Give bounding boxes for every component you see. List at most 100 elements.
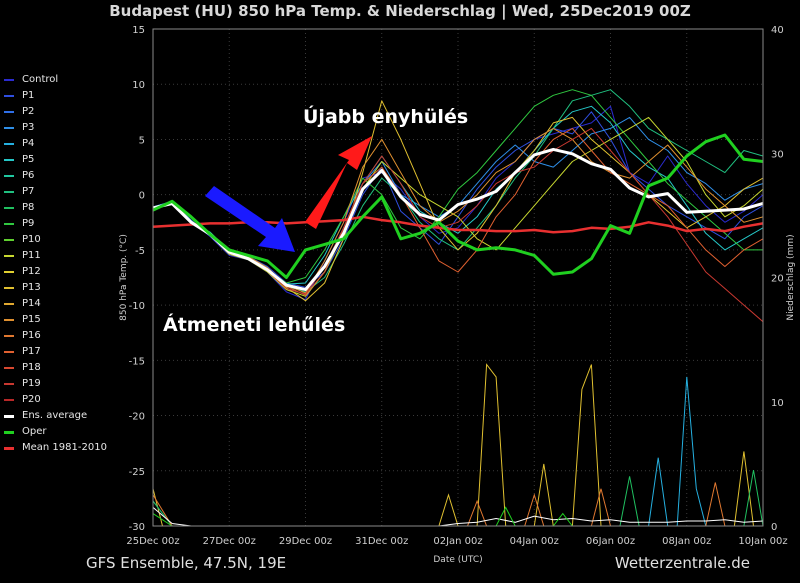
legend-label: Oper bbox=[22, 426, 47, 437]
y-tick-label: 10 bbox=[132, 80, 145, 91]
legend-label: P18 bbox=[22, 362, 41, 373]
legend-label: P17 bbox=[22, 346, 41, 357]
legend-label: P1 bbox=[22, 90, 35, 101]
legend-item: P3 bbox=[4, 120, 107, 136]
legend-item: P9 bbox=[4, 216, 107, 232]
x-tick-label: 25Dec 00z bbox=[126, 536, 179, 547]
legend-swatch bbox=[4, 255, 14, 257]
y-tick-label: -5 bbox=[135, 246, 145, 257]
legend-label: P20 bbox=[22, 394, 41, 405]
legend-swatch bbox=[4, 414, 14, 418]
legend-label: P9 bbox=[22, 218, 35, 229]
grid-layer bbox=[152, 28, 764, 527]
y-tick-label: 5 bbox=[139, 135, 145, 146]
legend-swatch bbox=[4, 335, 14, 337]
legend-swatch bbox=[4, 239, 14, 241]
annotation-warming: Újabb enyhülés bbox=[303, 104, 468, 128]
source-label: Wetterzentrale.de bbox=[614, 554, 750, 572]
legend-label: P12 bbox=[22, 266, 41, 277]
legend-swatch bbox=[4, 399, 14, 401]
legend-label: Mean 1981-2010 bbox=[22, 442, 107, 453]
y2-tick-label: 10 bbox=[771, 398, 784, 409]
axis-layer: 15 10 5 0 -5 -10 -15 -20 -25 -30 40 30 20 10 0 25Dec 00… bbox=[119, 25, 796, 565]
y-axis-label: 850 hPa Temp. (°C) bbox=[119, 234, 129, 321]
y2-tick-label: 20 bbox=[771, 274, 784, 285]
red-arrow-icon bbox=[305, 136, 372, 229]
legend-item: P2 bbox=[4, 104, 107, 120]
blue-arrow-icon bbox=[205, 186, 295, 252]
x-tick-label: 27Dec 00z bbox=[203, 536, 256, 547]
legend-label: P4 bbox=[22, 138, 35, 149]
legend-label: P13 bbox=[22, 282, 41, 293]
series-line-control bbox=[152, 105, 764, 301]
legend-item: P4 bbox=[4, 136, 107, 152]
y-tick-label: -15 bbox=[129, 356, 145, 367]
legend-label: Ens. average bbox=[22, 410, 88, 421]
y-tick-label: -25 bbox=[129, 467, 145, 478]
series-line-oper bbox=[152, 133, 764, 279]
x-tick-label: 10Jan 00z bbox=[738, 536, 787, 547]
x-tick-label: 29Dec 00z bbox=[279, 536, 332, 547]
precip-line-p4 bbox=[152, 376, 763, 527]
legend-item: Mean 1981-2010 bbox=[4, 440, 107, 456]
y-tick-label: 15 bbox=[132, 25, 145, 36]
x-axis-label: Date (UTC) bbox=[433, 555, 482, 565]
legend-label: P6 bbox=[22, 170, 35, 181]
legend-label: P14 bbox=[22, 298, 41, 309]
legend-item: P6 bbox=[4, 168, 107, 184]
legend-label: P2 bbox=[22, 106, 35, 117]
legend-swatch bbox=[4, 95, 14, 97]
legend-item: P19 bbox=[4, 376, 107, 392]
legend-item: P20 bbox=[4, 392, 107, 408]
legend-label: P19 bbox=[22, 378, 41, 389]
x-tick-label: 06Jan 00z bbox=[586, 536, 635, 547]
legend-swatch bbox=[4, 271, 14, 273]
legend-swatch bbox=[4, 303, 14, 305]
plot-frame bbox=[152, 28, 764, 527]
precip-line-ens-average bbox=[152, 507, 764, 527]
legend-label: P5 bbox=[22, 154, 35, 165]
legend-item: P15 bbox=[4, 312, 107, 328]
legend-item: Ens. average bbox=[4, 408, 107, 424]
y-tick-label: -10 bbox=[129, 301, 145, 312]
legend-swatch bbox=[4, 319, 14, 321]
legend-label: Control bbox=[22, 74, 59, 85]
legend-label: P8 bbox=[22, 202, 35, 213]
legend-swatch bbox=[4, 430, 14, 434]
legend-swatch bbox=[4, 79, 14, 81]
x-tick-label: 04Jan 00z bbox=[510, 536, 559, 547]
annotation-cooling: Átmeneti lehűlés bbox=[163, 313, 345, 336]
legend-swatch bbox=[4, 383, 14, 385]
legend-item: P10 bbox=[4, 232, 107, 248]
legend-item: P7 bbox=[4, 184, 107, 200]
chart-legend: Control P1 P2 P3 P4 P5 P6 P7 P8 P9 P10 P11 P12 P13 P14… bbox=[4, 72, 107, 456]
x-tick-label: 02Jan 00z bbox=[433, 536, 482, 547]
y2-tick-label: 40 bbox=[771, 25, 784, 36]
legend-swatch bbox=[4, 127, 14, 129]
annotation-layer: Átmeneti lehűlés Újabb enyhülés bbox=[163, 104, 468, 336]
legend-item: Oper bbox=[4, 424, 107, 440]
y2-tick-label: 0 bbox=[771, 522, 777, 533]
legend-swatch bbox=[4, 207, 14, 209]
legend-label: P11 bbox=[22, 250, 41, 261]
legend-item: P16 bbox=[4, 328, 107, 344]
legend-item: P14 bbox=[4, 296, 107, 312]
legend-swatch bbox=[4, 111, 14, 113]
x-tick-label: 31Dec 00z bbox=[355, 536, 408, 547]
series-layer bbox=[152, 89, 764, 323]
y-tick-label: -20 bbox=[129, 412, 145, 423]
legend-swatch bbox=[4, 367, 14, 369]
y-tick-label: 0 bbox=[139, 191, 145, 202]
legend-item: P1 bbox=[4, 88, 107, 104]
legend-item: P8 bbox=[4, 200, 107, 216]
legend-label: P16 bbox=[22, 330, 41, 341]
chart-title: Budapest (HU) 850 hPa Temp. & Niederschl… bbox=[109, 2, 691, 20]
legend-swatch bbox=[4, 287, 14, 289]
legend-swatch bbox=[4, 191, 14, 193]
series-line-p15 bbox=[152, 127, 764, 294]
legend-swatch bbox=[4, 175, 14, 177]
y2-axis-label: Niederschlag (mm) bbox=[786, 234, 796, 320]
legend-label: P7 bbox=[22, 186, 35, 197]
y2-tick-label: 30 bbox=[771, 149, 784, 160]
legend-label: P3 bbox=[22, 122, 35, 133]
